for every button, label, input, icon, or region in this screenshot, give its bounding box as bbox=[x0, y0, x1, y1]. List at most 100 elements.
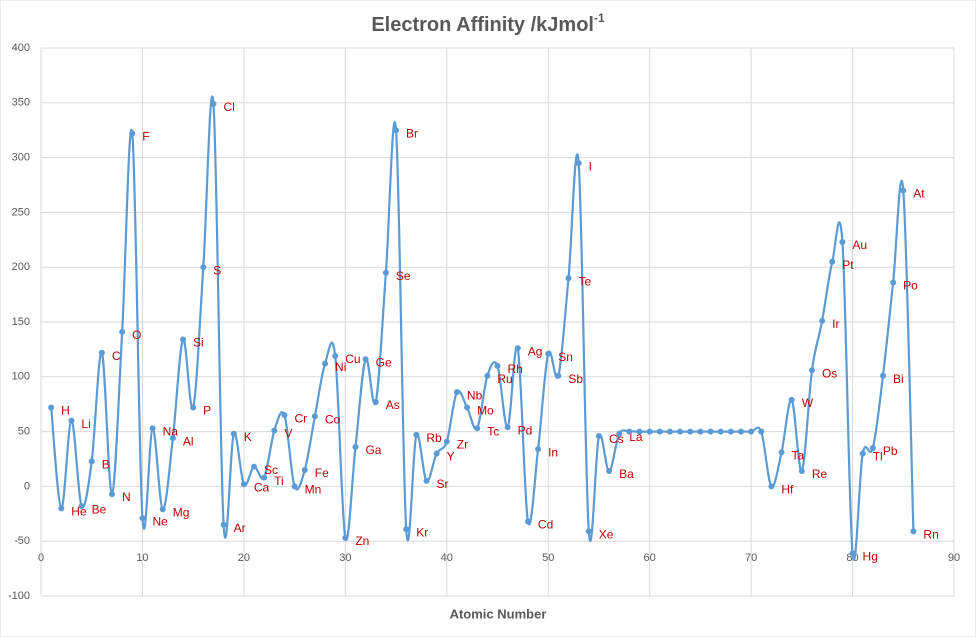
x-tick-label: 10 bbox=[136, 552, 148, 564]
y-tick-label: 200 bbox=[12, 261, 30, 273]
point-label: Ca bbox=[254, 480, 270, 494]
y-tick-label: 400 bbox=[12, 42, 30, 54]
point-label: Mn bbox=[305, 483, 322, 497]
point-label: Zr bbox=[457, 438, 468, 452]
data-point bbox=[798, 468, 805, 475]
point-label: Zn bbox=[355, 534, 369, 548]
point-label: Te bbox=[579, 274, 592, 288]
point-label: Re bbox=[812, 467, 828, 481]
x-tick-label: 40 bbox=[441, 552, 453, 564]
data-point bbox=[362, 356, 369, 363]
data-point bbox=[311, 413, 318, 420]
point-label: Ba bbox=[619, 467, 634, 481]
point-label: Mg bbox=[173, 506, 190, 520]
point-label: Ru bbox=[497, 372, 512, 386]
data-point bbox=[737, 428, 744, 435]
x-tick-label: 0 bbox=[38, 552, 44, 564]
data-point bbox=[139, 515, 146, 522]
data-point bbox=[869, 445, 876, 452]
data-point bbox=[352, 443, 359, 450]
data-point bbox=[646, 428, 653, 435]
data-point bbox=[758, 428, 765, 435]
data-point bbox=[413, 431, 420, 438]
x-tick-label: 20 bbox=[238, 552, 250, 564]
data-point bbox=[900, 187, 907, 194]
data-point bbox=[829, 258, 836, 265]
point-label: Ti bbox=[274, 474, 284, 488]
data-point bbox=[697, 428, 704, 435]
point-label: Rb bbox=[426, 431, 442, 445]
x-tick-label: 90 bbox=[948, 552, 960, 564]
x-tick-label: 70 bbox=[745, 552, 757, 564]
point-label: Tl bbox=[873, 450, 883, 464]
data-point bbox=[484, 372, 491, 379]
y-tick-label: 300 bbox=[12, 152, 30, 164]
data-point bbox=[494, 362, 501, 369]
point-label: Rh bbox=[508, 362, 523, 376]
y-tick-label: 150 bbox=[12, 316, 30, 328]
data-point bbox=[281, 412, 288, 419]
data-point bbox=[504, 424, 511, 431]
y-tick-label: -50 bbox=[14, 535, 30, 547]
data-point bbox=[890, 279, 897, 286]
title-superscript: -1 bbox=[594, 11, 605, 25]
data-point bbox=[230, 430, 237, 437]
data-point bbox=[453, 389, 460, 396]
point-label: Pt bbox=[842, 258, 854, 272]
point-label: Y bbox=[447, 450, 455, 464]
point-label: Si bbox=[193, 336, 204, 350]
data-point bbox=[666, 428, 673, 435]
y-tick-label: 350 bbox=[12, 97, 30, 109]
data-point bbox=[433, 450, 440, 457]
data-point bbox=[727, 428, 734, 435]
point-label: Ir bbox=[832, 317, 839, 331]
data-point bbox=[768, 483, 775, 490]
data-point bbox=[169, 435, 176, 442]
data-point bbox=[48, 404, 55, 411]
data-point bbox=[859, 450, 866, 457]
data-point bbox=[423, 477, 430, 484]
data-point bbox=[656, 428, 663, 435]
data-point bbox=[748, 428, 755, 435]
chart-title: Electron Affinity /kJmol-1 bbox=[371, 11, 605, 36]
point-label: Bi bbox=[893, 372, 904, 386]
point-label: B bbox=[102, 457, 110, 471]
data-point bbox=[129, 130, 136, 137]
point-label: Kr bbox=[416, 525, 428, 539]
y-tick-label: 50 bbox=[18, 426, 30, 438]
data-point bbox=[301, 466, 308, 473]
point-label: W bbox=[802, 396, 814, 410]
data-point bbox=[240, 481, 247, 488]
data-point bbox=[636, 428, 643, 435]
point-label: Rn bbox=[923, 528, 938, 542]
x-tick-label: 50 bbox=[542, 552, 554, 564]
y-tick-label: 100 bbox=[12, 371, 30, 383]
data-point bbox=[291, 483, 298, 490]
data-point bbox=[68, 417, 75, 424]
point-label: C bbox=[112, 349, 121, 363]
data-point bbox=[251, 463, 258, 470]
point-label: Sr bbox=[436, 477, 448, 491]
point-label: Sn bbox=[558, 350, 573, 364]
data-point bbox=[595, 432, 602, 439]
point-label: H bbox=[61, 404, 70, 418]
point-label: Hf bbox=[781, 483, 794, 497]
point-label: Cr bbox=[294, 411, 307, 425]
data-point bbox=[78, 503, 85, 510]
data-point bbox=[159, 506, 166, 513]
data-point bbox=[261, 474, 268, 481]
data-point bbox=[382, 269, 389, 276]
point-label: As bbox=[386, 398, 400, 412]
point-label: Sb bbox=[568, 372, 583, 386]
point-label: Pd bbox=[518, 423, 533, 437]
data-point bbox=[322, 360, 329, 367]
point-label: F bbox=[142, 130, 149, 144]
data-point bbox=[393, 127, 400, 134]
data-point bbox=[606, 468, 613, 475]
point-label: Ag bbox=[528, 344, 543, 358]
data-point bbox=[677, 428, 684, 435]
data-point bbox=[910, 528, 917, 535]
data-point bbox=[474, 425, 481, 432]
point-label: I bbox=[589, 159, 592, 173]
